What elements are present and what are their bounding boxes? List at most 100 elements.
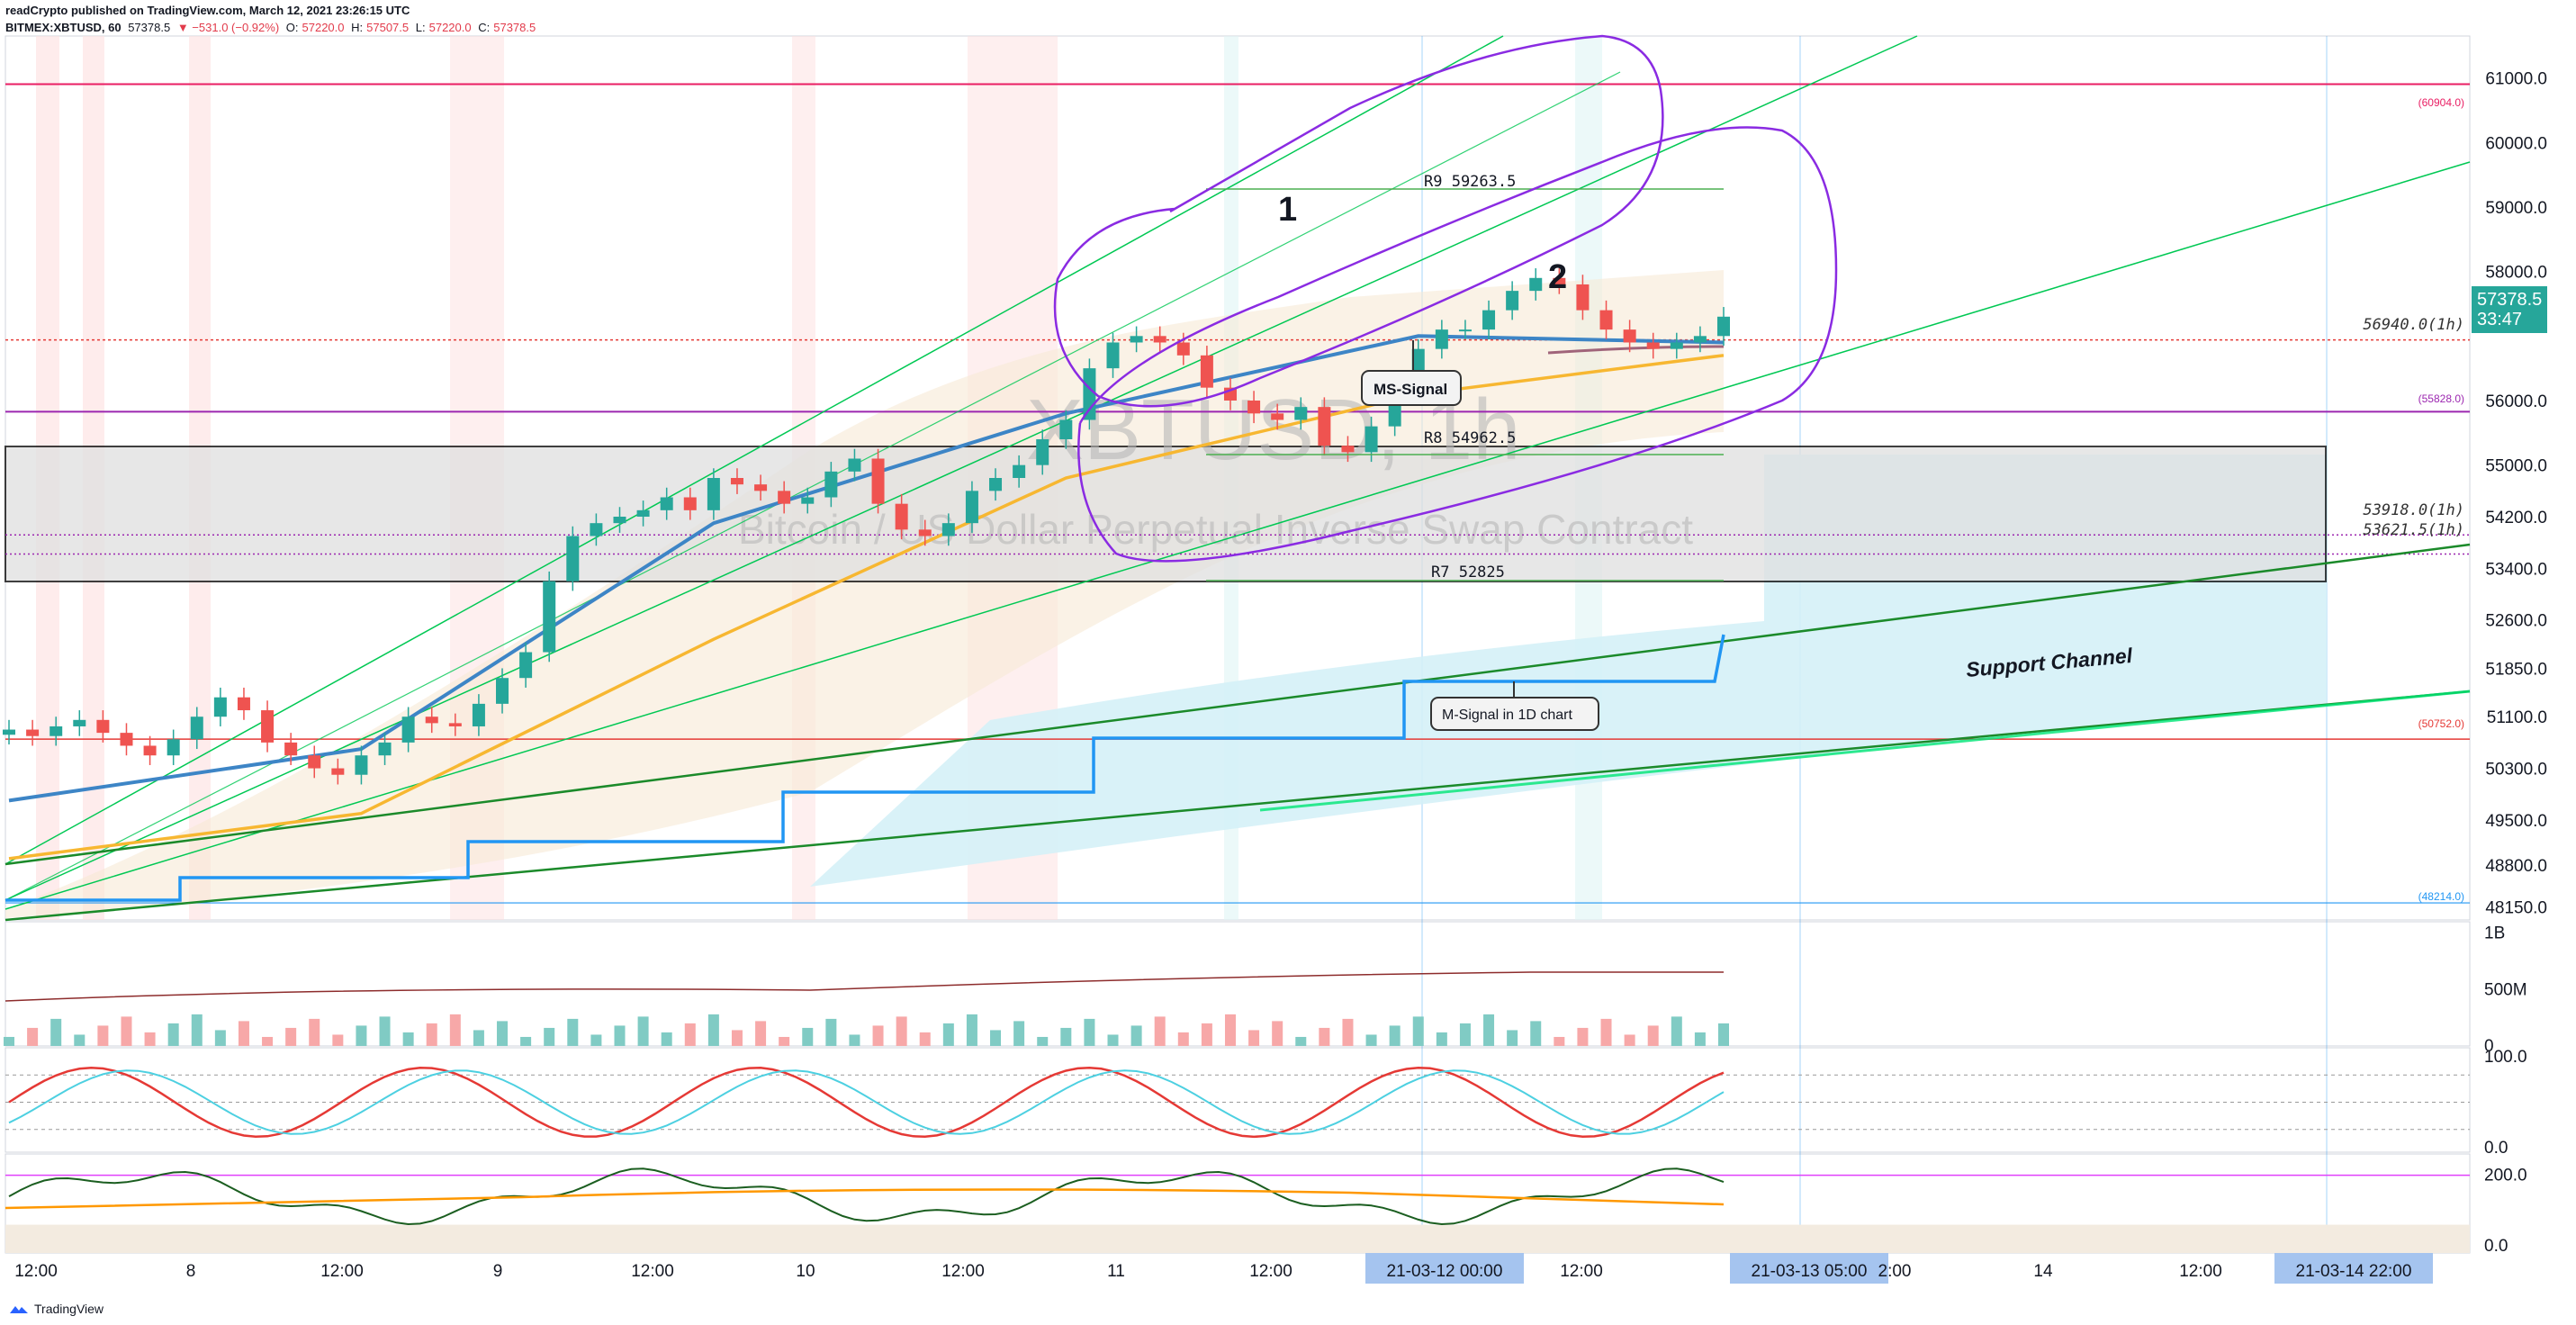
volume-bar [1084,1018,1095,1046]
volume-bar [1060,1027,1072,1046]
candle-body [167,739,180,756]
stoch-panel: 100.0 0.0 [5,1048,2527,1158]
m-signal-callout: M-Signal in 1D chart [1430,681,1599,731]
candle-body [1036,438,1049,465]
volume-bar [990,1030,1002,1046]
candle-body [801,497,815,504]
volume-bar [614,1025,626,1046]
candle-body [1623,329,1636,343]
y-tick-label: 51850.0 [2485,660,2547,679]
volume-bar [1248,1030,1260,1046]
y-tick-label: 56000.0 [2485,392,2547,411]
m-signal-label: M-Signal in 1D chart [1442,708,1573,723]
footer-brand: TradingView [34,1302,104,1316]
candle-body [1247,400,1261,414]
candle-body [1341,446,1355,453]
candle-body [754,484,768,491]
last-price: 57378.5 [128,21,171,34]
volume-bar [332,1034,344,1046]
candle-body [895,503,908,530]
level-label-60904: (60904.0) [2418,96,2464,109]
volume-bar [919,1032,931,1046]
candle-body [3,729,15,735]
wave-label-1: 1 [1278,191,1297,229]
volume-tick-label: 1B [2484,924,2505,943]
volume-bar [1365,1034,1377,1046]
candle-body [190,717,203,740]
ms-signal-label: MS-Signal [1374,381,1447,398]
x-tick-label: 11 [1107,1262,1125,1281]
candle-body [1013,464,1026,478]
candle-body [1482,310,1496,330]
x-tick-label: 8 [186,1262,196,1281]
volume-bar [1412,1016,1424,1046]
volume-bar [802,1027,814,1046]
support-channel-lower [5,690,2471,922]
candle-body [26,729,40,736]
volume-bar [1647,1025,1659,1046]
volume-bar [896,1016,907,1046]
candle-body [120,733,133,746]
candle-body [1318,407,1331,446]
candle-body [636,509,650,518]
candle-body [566,536,580,581]
candle-body [213,697,227,717]
publisher-line: readCrypto published on TradingView.com,… [5,4,410,17]
candle-body [848,458,861,472]
support-channel-upper [5,543,2471,866]
level-label-56940: 56940.0(1h) [2363,316,2464,334]
y-tick-label: 59000.0 [2485,199,2547,218]
volume-bar [966,1014,977,1046]
time-axis[interactable]: 12:00 8 12:00 9 12:00 10 12:00 11 12:00 21-03-12 … [14,1253,2433,1284]
volume-bar [731,1030,743,1046]
candle-body [261,710,275,743]
volume-bar [356,1025,367,1046]
r8-label: R8 54962.5 [1424,429,1516,447]
price-axis[interactable]: 61000.060000.059000.058000.057200.056000… [2485,70,2547,918]
bar-countdown: 33:47 [2477,310,2523,329]
volume-bar [27,1027,39,1046]
volume-bar [707,1014,719,1046]
volume-bar [1319,1027,1330,1046]
volume-bar [520,1036,532,1046]
candle-body [1599,310,1613,330]
volume-tick-label: 500M [2484,980,2527,999]
consolidation-box [5,446,2327,582]
candle-body [730,478,743,485]
candle-body [1059,419,1073,439]
y-tick-label: 55000.0 [2485,457,2547,476]
x-tick-label: 2:00 [1878,1262,1912,1281]
candle-body [683,497,697,510]
candle-body [543,581,556,653]
candle-body [50,726,63,736]
volume-bar [1224,1014,1236,1046]
candle-body [96,719,110,734]
candle-body [448,723,462,726]
candle-body [1670,342,1683,349]
level-label-53621: 53621.5(1h) [2363,521,2464,539]
candle-body [1083,368,1096,420]
x-tick-label: 12:00 [1249,1262,1293,1281]
volume-bar [1272,1021,1283,1046]
x-tick-label: 12:00 [2179,1262,2222,1281]
candle-body [519,652,533,679]
candle-body [941,523,955,536]
candle-body [1553,277,1566,284]
volume-bar [426,1023,437,1046]
candle-body [965,491,978,524]
volume-bar [144,1032,156,1046]
volume-bar [779,1036,790,1046]
osc-tick-label: 0.0 [2484,1237,2508,1256]
low-label: L: [415,21,426,34]
current-price-tag: 57378.5 33:47 [2472,286,2547,333]
y-tick-label: 50300.0 [2485,761,2547,780]
volume-bar [1624,1034,1635,1046]
candle-body [989,478,1003,491]
candle-body [425,717,438,724]
candle-body [707,478,720,510]
pivot-levels [1206,188,1724,581]
volume-bar [379,1016,391,1046]
open-label: O: [285,21,299,34]
osc-line [8,1167,1725,1226]
